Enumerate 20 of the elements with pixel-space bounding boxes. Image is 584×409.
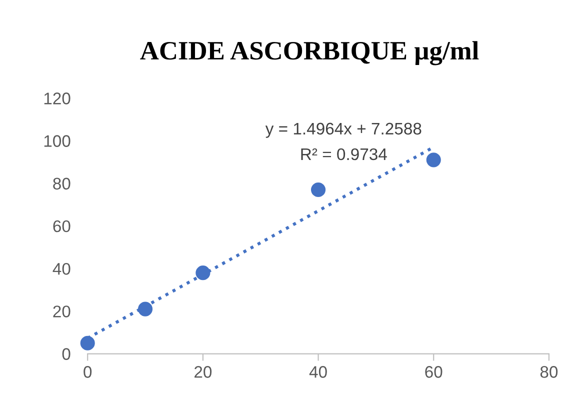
point xyxy=(310,182,326,198)
y-tick-label: 0 xyxy=(62,348,70,360)
y-tick-label: 20 xyxy=(53,306,70,318)
y-tick-label: 60 xyxy=(53,220,70,232)
annotation: y = 1.4964x + 7.2588 xyxy=(265,122,422,138)
point xyxy=(196,266,210,280)
y-tick-label: 40 xyxy=(52,262,70,275)
x-tick-label: 0 xyxy=(84,366,92,378)
x-tick-label: 40 xyxy=(309,366,327,378)
point xyxy=(80,336,95,350)
x-tick-label: 20 xyxy=(194,366,212,378)
annotation: R² = 0.9734 xyxy=(301,148,387,160)
x-tick-label: 60 xyxy=(425,366,442,378)
y-tick-label: 80 xyxy=(53,178,70,190)
y-tick-label: 120 xyxy=(44,92,70,104)
y-tick-label: 100 xyxy=(44,135,70,147)
point xyxy=(426,152,441,168)
x-tick-label: 80 xyxy=(540,366,558,378)
chart-title: ACIDE ASCORBIQUE µg/ml xyxy=(140,41,479,66)
point xyxy=(138,302,153,316)
